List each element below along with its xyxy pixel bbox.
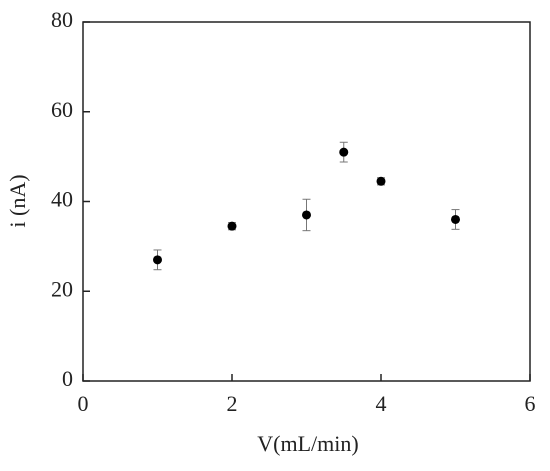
x-tick-label: 0 — [78, 391, 89, 416]
point — [451, 214, 460, 224]
point — [376, 176, 386, 186]
x-tick-label: 4 — [376, 391, 387, 416]
x-axis-label: V(mL/min) — [257, 431, 358, 456]
y-tick-label: 20 — [51, 276, 73, 301]
y-tick-label: 40 — [51, 187, 73, 212]
y-tick-label: 0 — [62, 366, 73, 391]
y-axis-label: i (nA) — [5, 174, 30, 227]
y-tick-label: 60 — [51, 97, 73, 122]
y-tick-label: 80 — [51, 7, 73, 32]
point — [153, 255, 162, 265]
x-tick-label: 6 — [525, 391, 536, 416]
point — [227, 221, 237, 231]
point — [339, 147, 349, 157]
x-tick-label: 2 — [227, 391, 238, 416]
point — [302, 210, 311, 220]
